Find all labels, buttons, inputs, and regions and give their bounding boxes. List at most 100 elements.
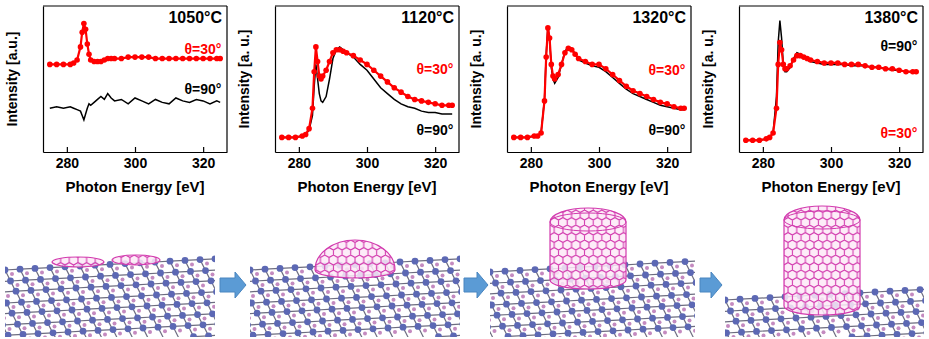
x-tick-label: 300 (820, 155, 844, 171)
atom-c (405, 264, 409, 268)
series-marker (876, 65, 882, 71)
x-tick: 280 (288, 147, 312, 171)
atom-c (442, 306, 446, 310)
x-axis-title: Photon Energy [eV] (761, 178, 900, 195)
atom-si (887, 288, 894, 295)
atom-c (66, 291, 70, 295)
series-marker (153, 56, 159, 62)
series-marker (293, 135, 299, 141)
series-marker (47, 62, 53, 68)
atom-si (435, 333, 442, 337)
series-marker (630, 88, 636, 94)
atom-c (133, 331, 137, 335)
frame-right (690, 6, 691, 152)
series-marker (835, 60, 841, 66)
atom-c (690, 264, 694, 268)
atom-c (273, 336, 277, 337)
series-marker (357, 57, 363, 63)
atom-si (752, 295, 759, 302)
atom-c (121, 277, 125, 281)
arrow (700, 272, 722, 298)
series-marker (821, 60, 827, 66)
atom-si (569, 308, 576, 315)
atom-c (250, 316, 251, 320)
atom-si (99, 305, 106, 312)
atom-c (55, 270, 59, 274)
x-axis-line (44, 152, 228, 153)
atom-c (673, 319, 677, 323)
atom-si (663, 281, 670, 288)
atom-si (274, 320, 281, 327)
atom-si (494, 312, 501, 319)
atom-si (319, 318, 326, 325)
series-marker (775, 62, 781, 68)
atom-si (389, 303, 396, 310)
atom-c (192, 295, 196, 299)
atom-c (407, 297, 411, 301)
atom-si (563, 298, 570, 305)
atom-si (877, 300, 884, 307)
atom-si (59, 318, 66, 325)
atom-si (13, 288, 20, 295)
atom-si (163, 280, 170, 287)
atom-c (307, 313, 311, 317)
atom-c (287, 303, 291, 307)
atom-si (397, 259, 404, 266)
atom-si (278, 298, 285, 305)
atom-c (648, 331, 652, 335)
atom-c (630, 267, 634, 271)
atom-si (84, 306, 91, 313)
atom-si (172, 269, 179, 276)
atom-si (753, 328, 760, 335)
atom-si (310, 329, 317, 336)
series-marker (518, 135, 524, 141)
series-marker (890, 66, 896, 72)
atom-si (627, 272, 634, 279)
series-marker (572, 51, 578, 57)
atom-c (730, 302, 734, 306)
series-marker (132, 54, 138, 60)
atom-si (318, 285, 325, 292)
atom-c (251, 294, 255, 298)
x-axis: 280300320 (276, 147, 460, 171)
atom-si (450, 332, 457, 337)
atom-c (523, 327, 527, 331)
atom-c (426, 274, 430, 278)
y-axis-title: Intensity [a.u.] (4, 32, 20, 127)
atom-c (102, 300, 106, 304)
atom-si (17, 266, 24, 273)
atom-si (543, 287, 550, 294)
atom-c (617, 301, 621, 305)
y-axis-title: Intensity [a. u.] (468, 30, 484, 129)
atom-si (133, 281, 140, 288)
atom-c (87, 301, 91, 305)
atom-si (409, 313, 416, 320)
atom-si (604, 317, 611, 324)
atom-si (168, 291, 175, 298)
atom-si (520, 332, 527, 337)
atom-si (254, 310, 261, 317)
x-tick-label: 320 (656, 155, 680, 171)
series-marker (217, 56, 223, 62)
atom-si (52, 275, 59, 282)
atom-si (187, 268, 194, 275)
x-tick: 300 (820, 147, 844, 171)
atom-si (155, 324, 162, 331)
atom-c (502, 317, 506, 321)
series-marker (555, 72, 561, 78)
atom-si (95, 327, 102, 334)
atom-si (183, 290, 190, 297)
atom-si (349, 316, 356, 323)
atom-c (647, 299, 651, 303)
atom-c (437, 295, 441, 299)
atom-c (540, 272, 544, 276)
atom-c (536, 294, 540, 298)
atom-si (507, 279, 514, 286)
atom-c (132, 299, 136, 303)
series-marker (187, 56, 193, 62)
x-tick: 320 (888, 147, 912, 171)
atom-c (760, 300, 764, 304)
atom-si (633, 283, 640, 290)
plot-area (511, 25, 687, 140)
atom-c (128, 321, 132, 325)
